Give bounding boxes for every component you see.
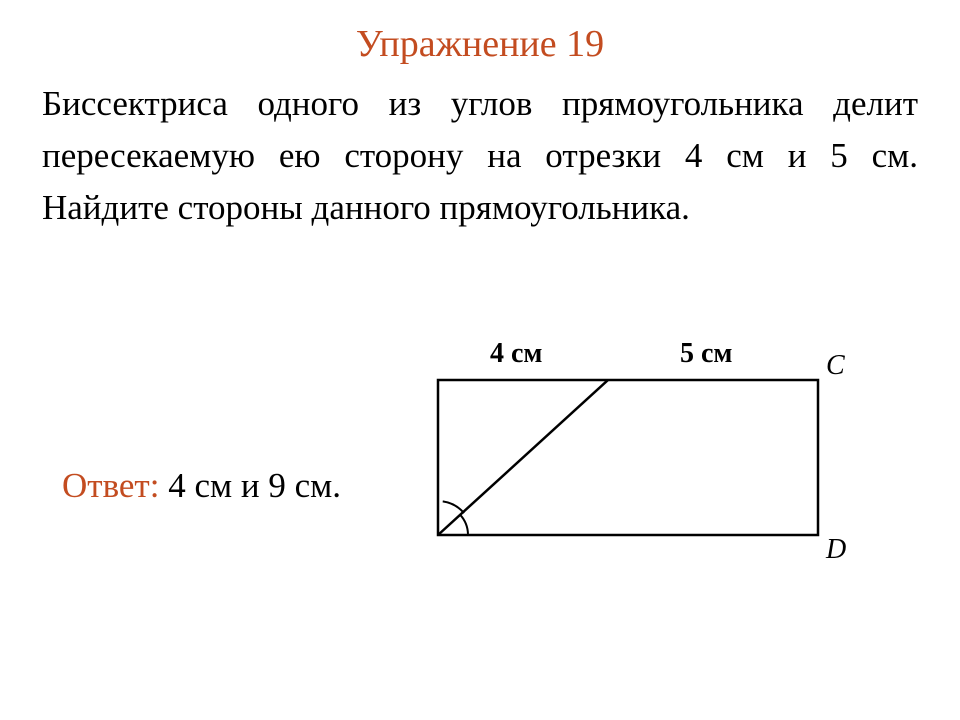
figure-svg: BCAD4 см5 см <box>418 330 848 560</box>
exercise-title: Упражнение 19 <box>0 22 960 66</box>
slide-page: Упражнение 19 Биссектриса одного из угло… <box>0 0 960 720</box>
svg-text:5 см: 5 см <box>680 338 733 369</box>
svg-text:D: D <box>825 534 846 560</box>
answer-label: Ответ: <box>62 466 168 505</box>
svg-text:4 см: 4 см <box>490 338 543 369</box>
answer-value: 4 см и 9 см. <box>168 466 341 505</box>
geometry-figure: BCAD4 см5 см <box>418 330 848 560</box>
answer-line: Ответ: 4 см и 9 см. <box>62 466 341 506</box>
svg-text:C: C <box>826 350 845 381</box>
problem-text: Биссектриса одного из углов прямоугольни… <box>42 78 918 233</box>
